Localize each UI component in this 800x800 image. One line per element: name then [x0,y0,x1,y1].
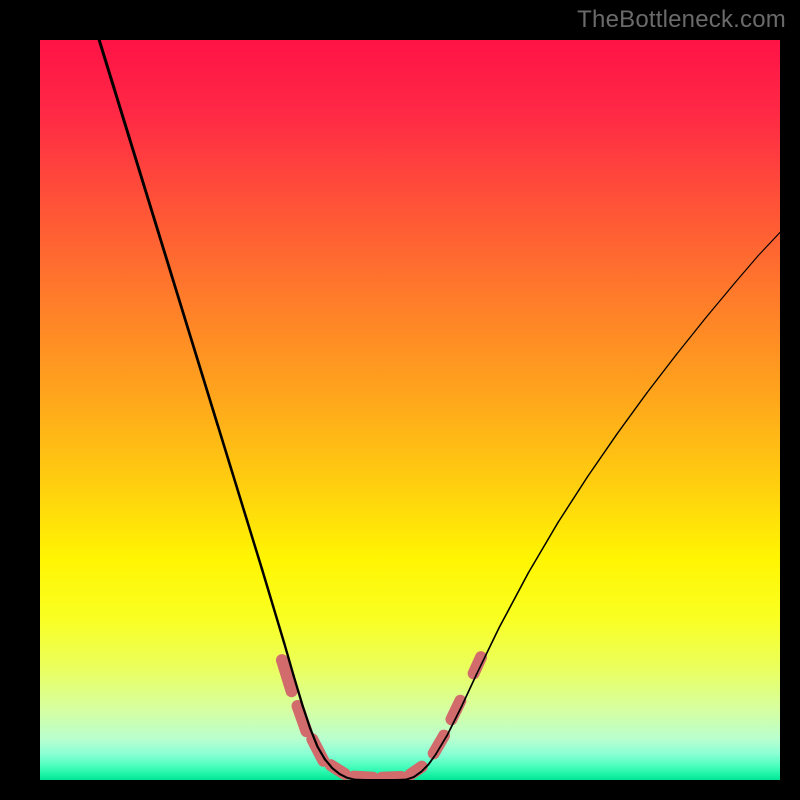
chart-svg [40,40,780,780]
watermark-text: TheBottleneck.com [577,6,786,34]
figure-root: TheBottleneck.com [0,0,800,800]
marker-segment [382,777,401,778]
plot-area [40,40,780,780]
gradient-background [40,40,780,780]
marker-segment [354,777,373,778]
